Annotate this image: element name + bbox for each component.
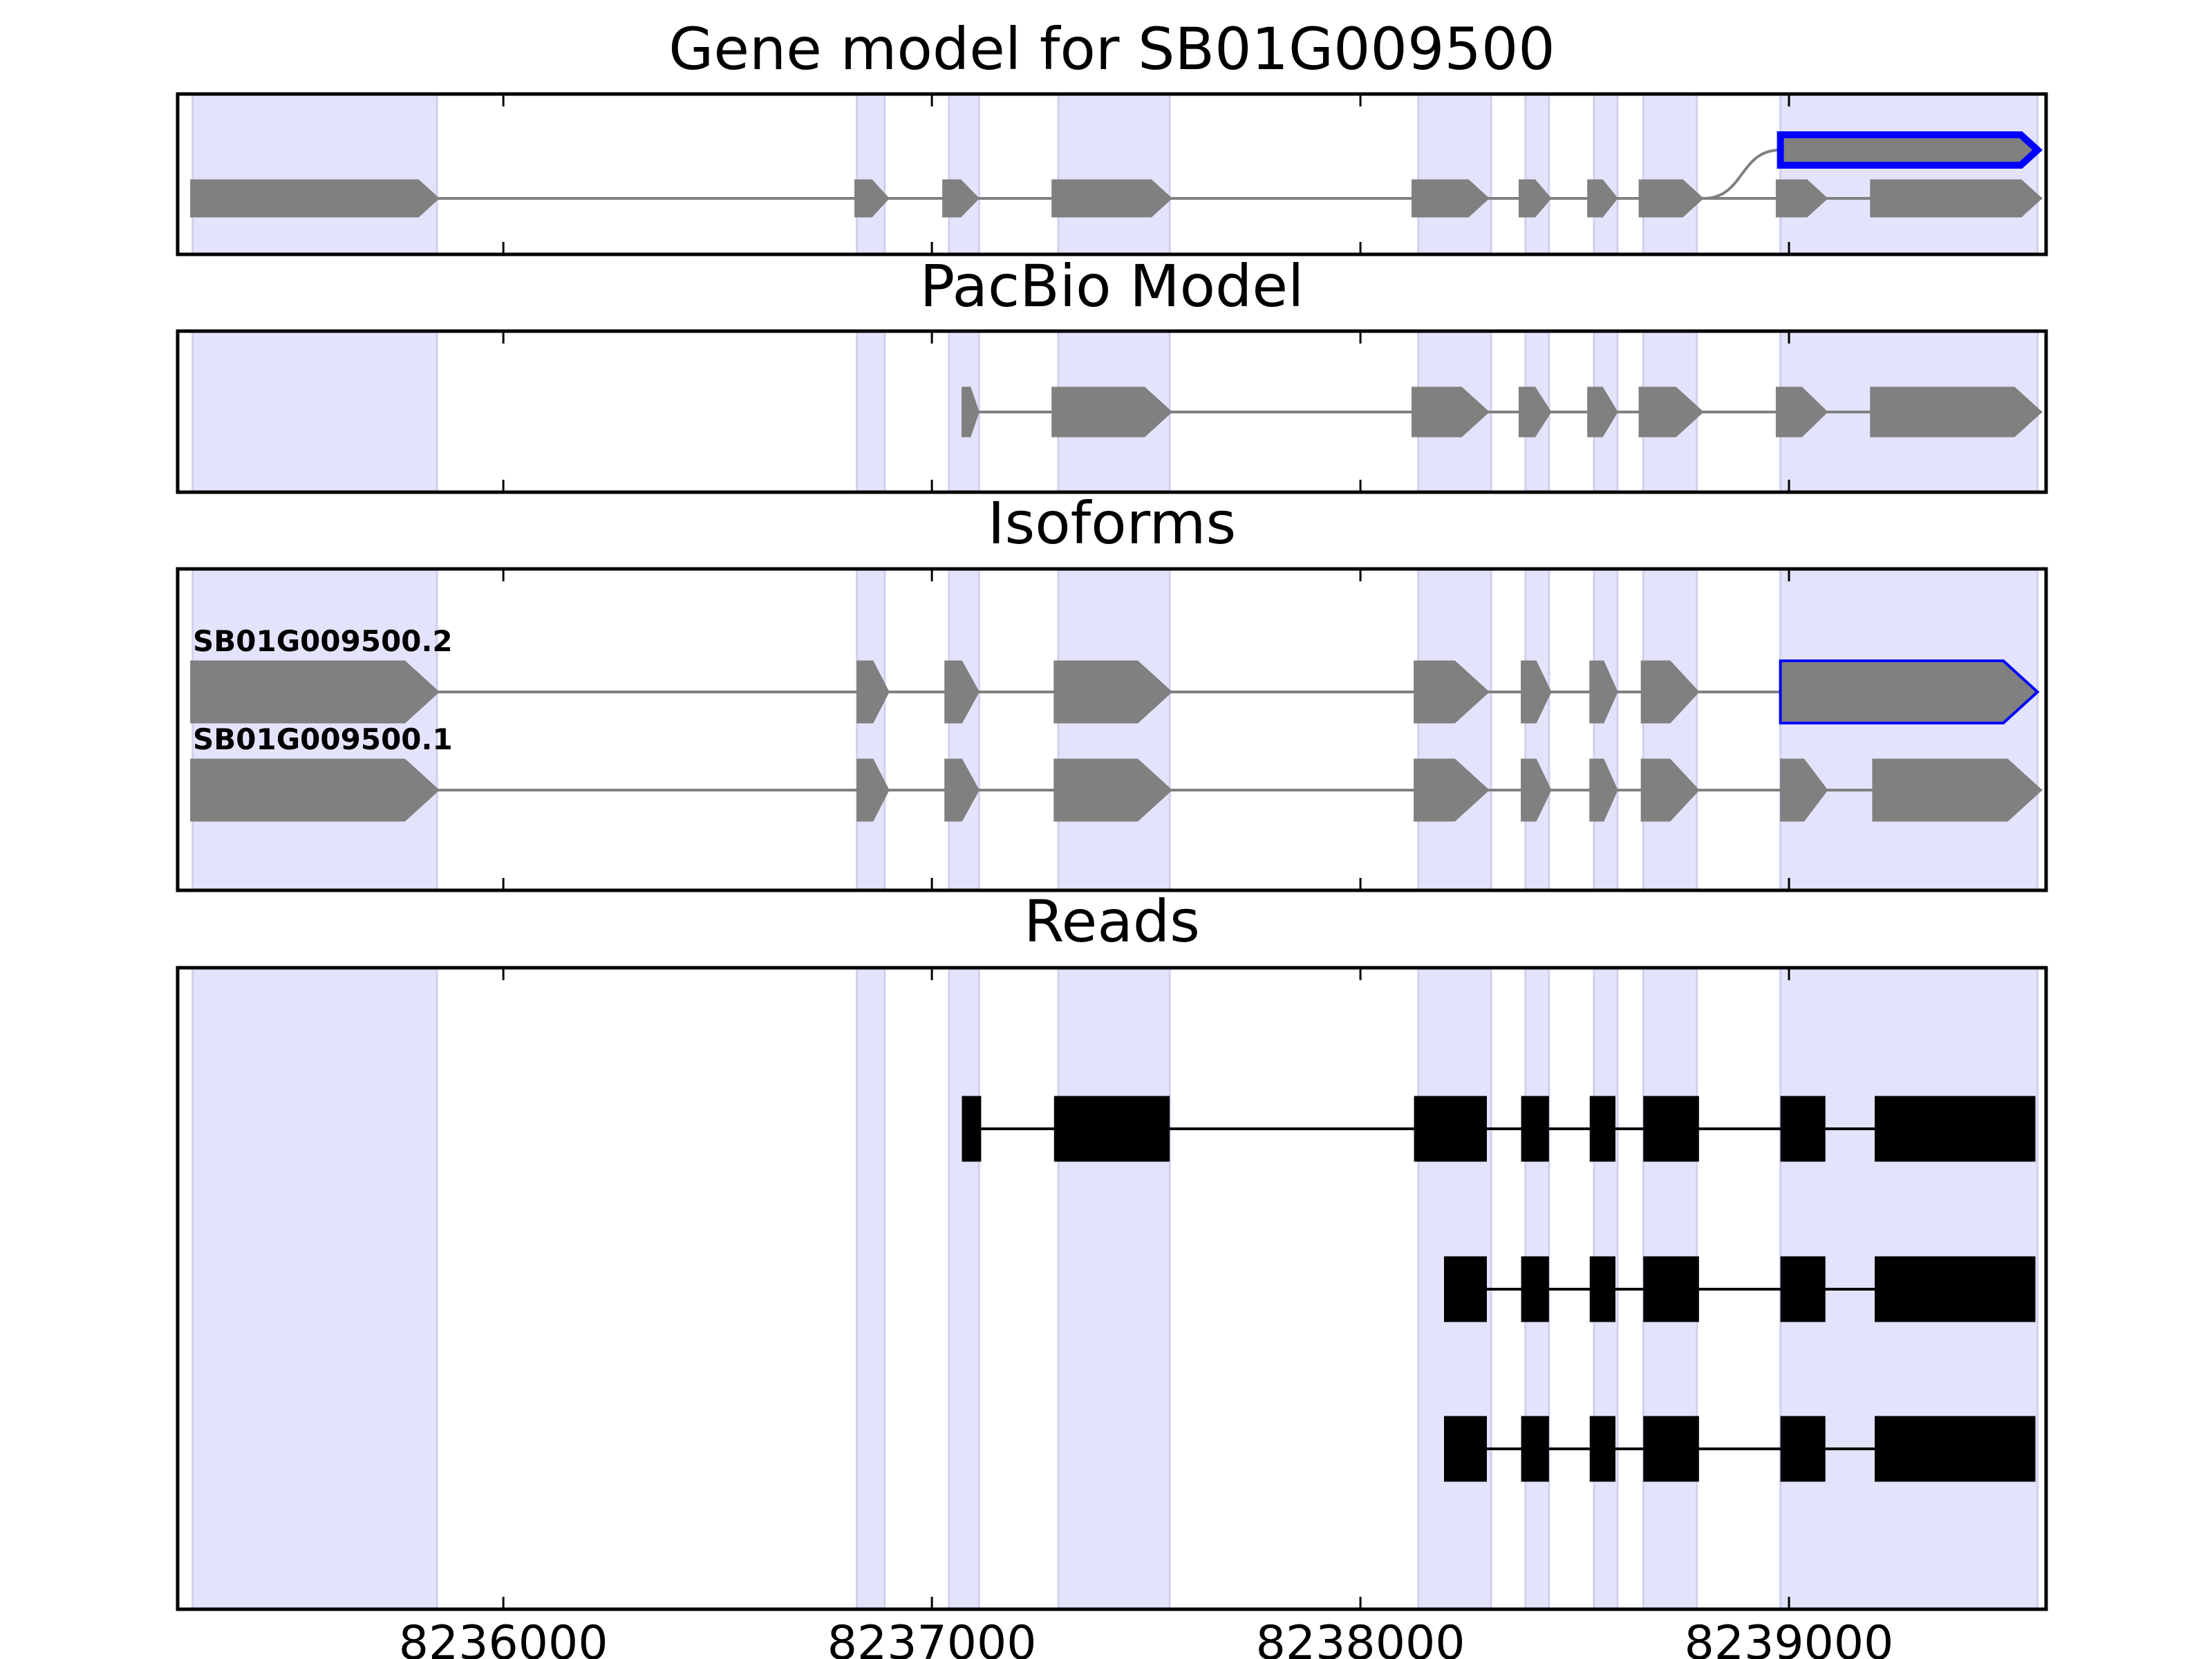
- read-block: [1521, 1416, 1549, 1482]
- exon: [962, 386, 980, 438]
- read-block: [1589, 1416, 1615, 1482]
- read-block: [1443, 1416, 1487, 1482]
- read-block: [1875, 1256, 2036, 1322]
- exon: [190, 660, 440, 724]
- exon: [854, 179, 890, 218]
- exon: [1589, 758, 1618, 822]
- shaded-region: [948, 93, 980, 256]
- read-block: [1521, 1096, 1549, 1162]
- shaded-region: [1593, 93, 1619, 256]
- x-tick-label: 8237000: [827, 1616, 1037, 1659]
- x-tick-label: 8236000: [399, 1616, 608, 1659]
- axes-frame: [176, 92, 2048, 256]
- read-block: [962, 1096, 982, 1162]
- exon: [1053, 660, 1173, 724]
- exon: [1411, 179, 1490, 218]
- exon: [190, 179, 440, 218]
- highlighted-exon: [1779, 659, 2040, 724]
- highlighted-exon: [1777, 131, 2043, 169]
- intron-join-curve: [1703, 149, 1781, 200]
- exon: [1587, 179, 1618, 218]
- x-tick-label: 8238000: [1256, 1616, 1465, 1659]
- shaded-region: [1417, 568, 1492, 892]
- exon: [1518, 179, 1552, 218]
- read-block: [1780, 1416, 1826, 1482]
- shaded-region: [856, 330, 886, 494]
- shaded-region: [1642, 93, 1698, 256]
- panel-title: Gene model for SB01G009500: [668, 15, 1555, 83]
- read-block: [1643, 1416, 1699, 1482]
- read-block: [1521, 1256, 1549, 1322]
- exon: [1640, 660, 1700, 724]
- exon: [190, 758, 440, 822]
- read-block: [1643, 1096, 1699, 1162]
- exon: [942, 179, 980, 218]
- axes-frame: [176, 567, 2048, 892]
- shaded-region: [191, 568, 438, 892]
- x-tick-label: 8239000: [1685, 1616, 1894, 1659]
- exon: [1638, 179, 1704, 218]
- shaded-region: [856, 568, 886, 892]
- shaded-region: [191, 330, 438, 494]
- exon: [1414, 660, 1490, 724]
- isoform-label: SB01G009500.2: [193, 624, 453, 658]
- read-block: [1589, 1256, 1615, 1322]
- read-block: [1589, 1096, 1615, 1162]
- exon: [1638, 386, 1704, 438]
- exon: [1870, 179, 2043, 218]
- exon: [856, 758, 890, 822]
- shaded-region: [1524, 568, 1550, 892]
- exon: [1518, 386, 1552, 438]
- read-block: [1780, 1256, 1826, 1322]
- read-block: [1875, 1096, 2036, 1162]
- shaded-region: [1057, 568, 1171, 892]
- panel-title: Isoforms: [988, 489, 1237, 557]
- exon: [1780, 758, 1828, 822]
- shaded-region: [948, 966, 980, 1611]
- exon: [1870, 386, 2043, 438]
- read-block: [1643, 1256, 1699, 1322]
- shaded-region: [1593, 568, 1619, 892]
- exon: [1640, 758, 1700, 822]
- shaded-region: [1057, 966, 1171, 1611]
- exon: [1053, 758, 1173, 822]
- read-block: [1414, 1096, 1487, 1162]
- exon: [944, 660, 980, 724]
- isoform-label: SB01G009500.1: [193, 722, 453, 756]
- shaded-region: [1779, 93, 2039, 256]
- exon: [1414, 758, 1490, 822]
- read-block: [1875, 1416, 2036, 1482]
- exon: [856, 660, 890, 724]
- exon: [1521, 758, 1552, 822]
- exon: [1872, 758, 2043, 822]
- exon: [1051, 179, 1173, 218]
- read-block: [1053, 1096, 1170, 1162]
- panel-title: Reads: [1024, 888, 1200, 955]
- shaded-region: [1417, 93, 1492, 256]
- shaded-region: [948, 568, 980, 892]
- exon: [1051, 386, 1173, 438]
- shaded-region: [1057, 93, 1171, 256]
- read-block: [1443, 1256, 1487, 1322]
- shaded-region: [191, 93, 438, 256]
- axes-frame: [176, 329, 2048, 494]
- exon: [1521, 660, 1552, 724]
- panel-title: PacBio Model: [920, 252, 1304, 320]
- exon: [1411, 386, 1490, 438]
- shaded-region: [1642, 568, 1698, 892]
- axes-frame: [176, 966, 2048, 1611]
- exon: [1589, 660, 1618, 724]
- read-block: [1780, 1096, 1826, 1162]
- exon: [1775, 179, 1828, 218]
- shaded-region: [191, 966, 438, 1611]
- shaded-region: [856, 966, 886, 1611]
- exon: [944, 758, 980, 822]
- exon: [1587, 386, 1618, 438]
- exon: [1775, 386, 1828, 438]
- shaded-region: [1779, 568, 2039, 892]
- shaded-region: [856, 93, 886, 256]
- shaded-region: [1524, 93, 1550, 256]
